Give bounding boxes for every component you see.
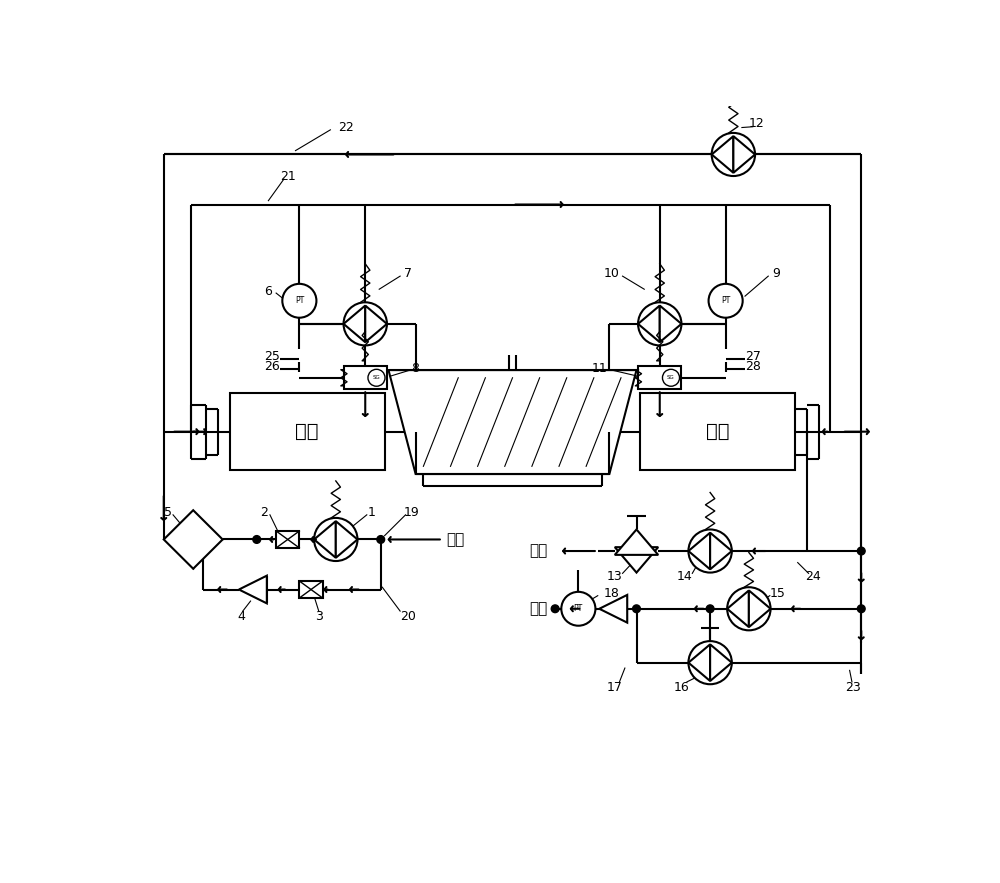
Text: 20: 20 — [400, 610, 416, 623]
Polygon shape — [239, 576, 267, 603]
Circle shape — [662, 369, 680, 386]
Circle shape — [688, 530, 732, 572]
Polygon shape — [638, 306, 660, 343]
Text: 气源: 气源 — [447, 532, 465, 547]
Text: 27: 27 — [745, 350, 761, 363]
Circle shape — [706, 605, 714, 613]
Polygon shape — [388, 370, 637, 474]
Text: 5: 5 — [164, 506, 172, 519]
Polygon shape — [749, 591, 771, 627]
Text: 7: 7 — [404, 268, 412, 280]
Text: 28: 28 — [745, 359, 761, 373]
Circle shape — [282, 283, 316, 318]
Circle shape — [638, 302, 681, 345]
Circle shape — [688, 641, 732, 684]
Text: SG: SG — [667, 375, 675, 381]
Text: 15: 15 — [770, 587, 785, 600]
Text: 3: 3 — [315, 610, 323, 623]
Polygon shape — [336, 521, 358, 558]
Text: 24: 24 — [805, 570, 821, 583]
Text: SG: SG — [373, 375, 380, 381]
Bar — [230, 393, 385, 470]
Circle shape — [253, 536, 261, 543]
Text: 一级: 一级 — [295, 422, 319, 442]
Text: 16: 16 — [674, 681, 689, 694]
Polygon shape — [365, 306, 387, 343]
Bar — [640, 393, 795, 470]
Circle shape — [368, 369, 385, 386]
Text: 25: 25 — [264, 350, 280, 363]
Circle shape — [314, 518, 358, 561]
Polygon shape — [615, 530, 658, 555]
Text: 14: 14 — [677, 570, 692, 583]
Text: 8: 8 — [412, 362, 420, 375]
Polygon shape — [660, 306, 681, 343]
Polygon shape — [164, 510, 223, 569]
Text: 21: 21 — [280, 170, 296, 183]
Circle shape — [712, 133, 755, 176]
Text: 1: 1 — [368, 506, 375, 519]
Bar — [344, 366, 387, 389]
Circle shape — [857, 605, 865, 613]
Polygon shape — [727, 591, 749, 627]
Bar — [638, 366, 681, 389]
Text: 18: 18 — [604, 587, 620, 600]
Polygon shape — [710, 645, 732, 681]
Polygon shape — [733, 136, 755, 173]
Circle shape — [344, 302, 387, 345]
Text: 9: 9 — [772, 268, 780, 280]
Text: 卸荷: 卸荷 — [529, 544, 547, 559]
Text: 12: 12 — [749, 117, 765, 130]
Circle shape — [551, 605, 559, 613]
Polygon shape — [688, 645, 710, 681]
Circle shape — [727, 587, 771, 630]
Circle shape — [561, 592, 595, 626]
Polygon shape — [314, 521, 336, 558]
Text: 17: 17 — [607, 681, 623, 694]
Text: 22: 22 — [338, 121, 354, 134]
Polygon shape — [344, 306, 365, 343]
Polygon shape — [599, 595, 627, 623]
Text: 23: 23 — [846, 681, 861, 694]
Circle shape — [709, 283, 743, 318]
Text: 13: 13 — [607, 570, 623, 583]
Polygon shape — [615, 547, 658, 572]
Text: 6: 6 — [264, 285, 272, 298]
Text: 二级: 二级 — [706, 422, 730, 442]
Text: PT: PT — [721, 297, 730, 306]
Text: 26: 26 — [264, 359, 280, 373]
Circle shape — [857, 547, 865, 555]
Bar — [276, 531, 299, 548]
Text: PT: PT — [574, 604, 583, 614]
Text: PT: PT — [295, 297, 304, 306]
Bar — [299, 581, 323, 598]
Polygon shape — [688, 532, 710, 570]
Text: 19: 19 — [404, 506, 420, 519]
Text: 用户: 用户 — [529, 601, 547, 616]
Text: 10: 10 — [604, 268, 620, 280]
Polygon shape — [710, 532, 732, 570]
Text: 4: 4 — [237, 610, 245, 623]
Circle shape — [633, 605, 640, 613]
Circle shape — [377, 536, 385, 543]
Text: 11: 11 — [591, 362, 607, 375]
Polygon shape — [712, 136, 733, 173]
Text: 2: 2 — [261, 506, 268, 519]
